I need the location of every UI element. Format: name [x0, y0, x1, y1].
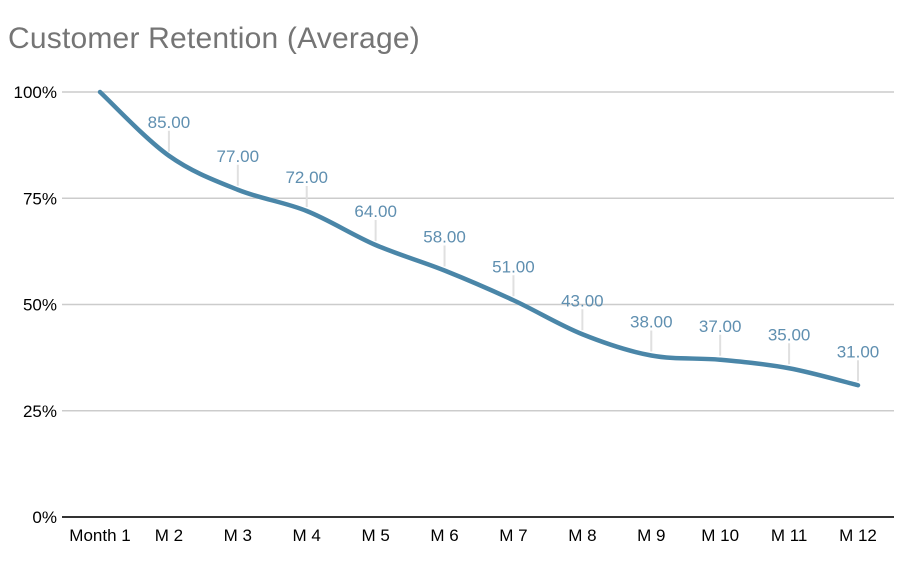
data-label: 35.00 [768, 325, 811, 344]
data-label: 51.00 [492, 257, 535, 276]
data-label: 31.00 [837, 342, 880, 361]
x-tick-label: M 7 [499, 526, 527, 545]
x-tick-label: M 12 [839, 526, 877, 545]
x-tick-label: M 4 [293, 526, 321, 545]
x-tick-label: M 9 [637, 526, 665, 545]
data-label: 38.00 [630, 313, 673, 332]
x-tick-label: M 3 [224, 526, 252, 545]
y-tick-label: 50% [23, 296, 57, 315]
y-tick-label: 0% [32, 508, 57, 527]
series-line [97, 89, 861, 388]
data-label: 72.00 [285, 168, 328, 187]
x-tick-label: M 2 [155, 526, 183, 545]
data-label: 77.00 [217, 147, 260, 166]
x-tick-label: M 10 [701, 526, 739, 545]
y-tick-label: 100% [14, 83, 57, 102]
data-label: 58.00 [423, 228, 466, 247]
data-label: 64.00 [354, 202, 397, 221]
x-tick-label: M 5 [361, 526, 389, 545]
x-tick-label: M 11 [771, 526, 808, 545]
y-tick-label: 25% [23, 402, 57, 421]
x-tick-label: Month 1 [69, 526, 130, 545]
x-tick-label: M 6 [430, 526, 458, 545]
data-label: 43.00 [561, 291, 604, 310]
data-label: 85.00 [148, 113, 191, 132]
data-label: 37.00 [699, 317, 742, 336]
x-tick-label: M 8 [568, 526, 596, 545]
chart-title: Customer Retention (Average) [8, 22, 420, 55]
y-tick-label: 75% [23, 189, 57, 208]
